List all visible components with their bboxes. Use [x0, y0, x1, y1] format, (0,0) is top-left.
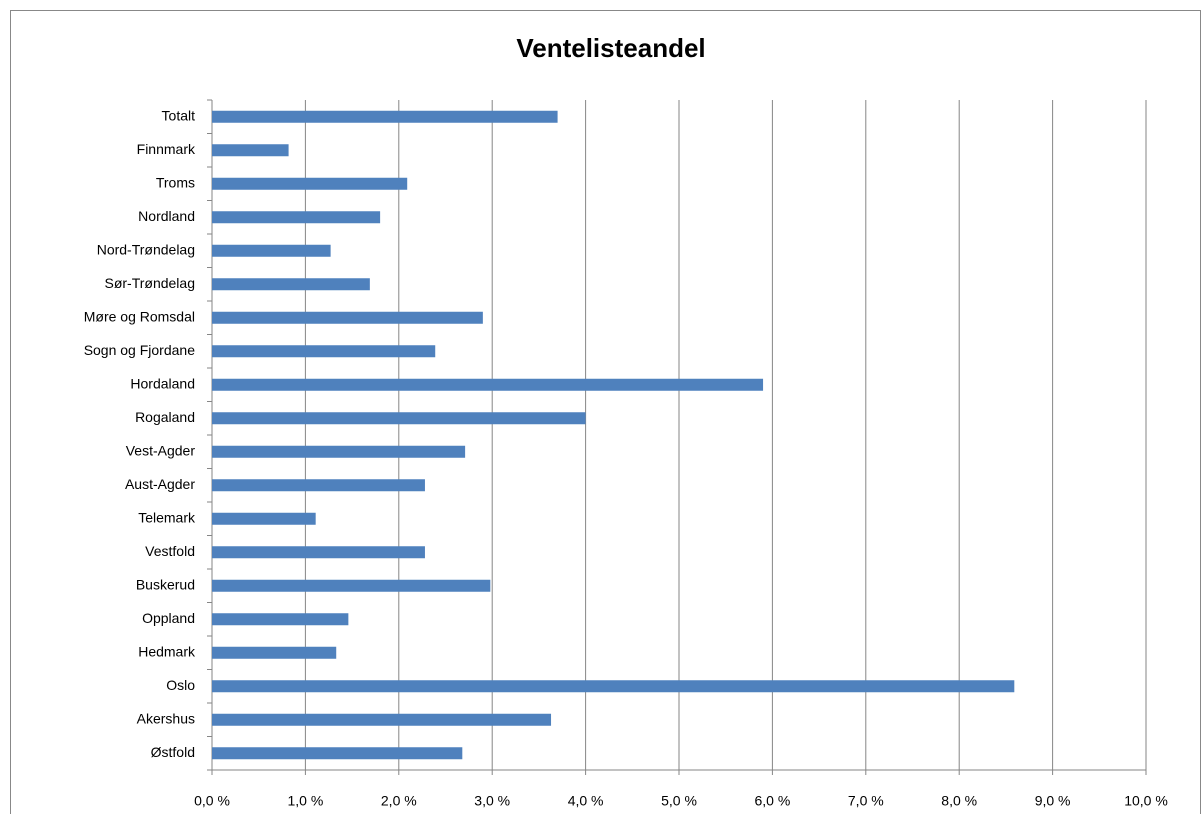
bar — [212, 211, 381, 224]
y-tick-label: Telemark — [138, 509, 196, 525]
x-tick-label: 7,0 % — [848, 793, 884, 809]
y-tick-label: Nord-Trøndelag — [97, 241, 195, 257]
y-tick-label: Totalt — [162, 107, 196, 123]
bar — [212, 144, 289, 157]
bar — [212, 747, 463, 760]
bar — [212, 445, 466, 458]
bar — [212, 680, 1015, 693]
x-tick-label: 8,0 % — [941, 793, 977, 809]
y-tick-label: Aust-Agder — [125, 476, 195, 492]
x-tick-label: 10,0 % — [1124, 793, 1168, 809]
bar — [212, 177, 408, 190]
y-tick-label: Sør-Trøndelag — [104, 275, 195, 291]
bar — [212, 110, 558, 123]
bar — [212, 512, 316, 525]
bar — [212, 278, 370, 291]
x-tick-label: 6,0 % — [754, 793, 790, 809]
x-tick-label: 3,0 % — [474, 793, 510, 809]
y-tick-label: Nordland — [138, 208, 195, 224]
x-tick-label: 5,0 % — [661, 793, 697, 809]
y-tick-label: Østfold — [151, 744, 195, 760]
y-tick-label: Oppland — [142, 610, 195, 626]
bar — [212, 412, 586, 425]
bar — [212, 613, 349, 626]
x-tick-label: 2,0 % — [381, 793, 417, 809]
chart-frame — [10, 10, 1201, 814]
bar — [212, 713, 552, 726]
bar — [212, 546, 425, 559]
y-tick-label: Akershus — [137, 710, 195, 726]
y-tick-label: Finnmark — [137, 141, 196, 157]
y-tick-label: Buskerud — [136, 576, 195, 592]
bar — [212, 311, 483, 324]
bar — [212, 345, 436, 358]
y-tick-label: Vest-Agder — [126, 442, 196, 458]
chart-title: Ventelisteandel — [516, 33, 705, 63]
y-tick-label: Sogn og Fjordane — [84, 342, 196, 358]
y-tick-label: Oslo — [166, 677, 195, 693]
y-tick-label: Hordaland — [130, 375, 195, 391]
bar — [212, 378, 764, 391]
y-tick-label: Rogaland — [135, 409, 195, 425]
x-tick-label: 4,0 % — [568, 793, 604, 809]
bar — [212, 646, 337, 659]
x-tick-label: 9,0 % — [1035, 793, 1071, 809]
x-tick-label: 1,0 % — [287, 793, 323, 809]
bar — [212, 579, 491, 592]
y-tick-label: Hedmark — [138, 643, 196, 659]
y-tick-label: Troms — [156, 174, 195, 190]
bar — [212, 479, 425, 492]
bar — [212, 244, 331, 257]
y-tick-label: Vestfold — [145, 543, 195, 559]
y-tick-label: Møre og Romsdal — [84, 308, 195, 324]
x-tick-label: 0,0 % — [194, 793, 230, 809]
